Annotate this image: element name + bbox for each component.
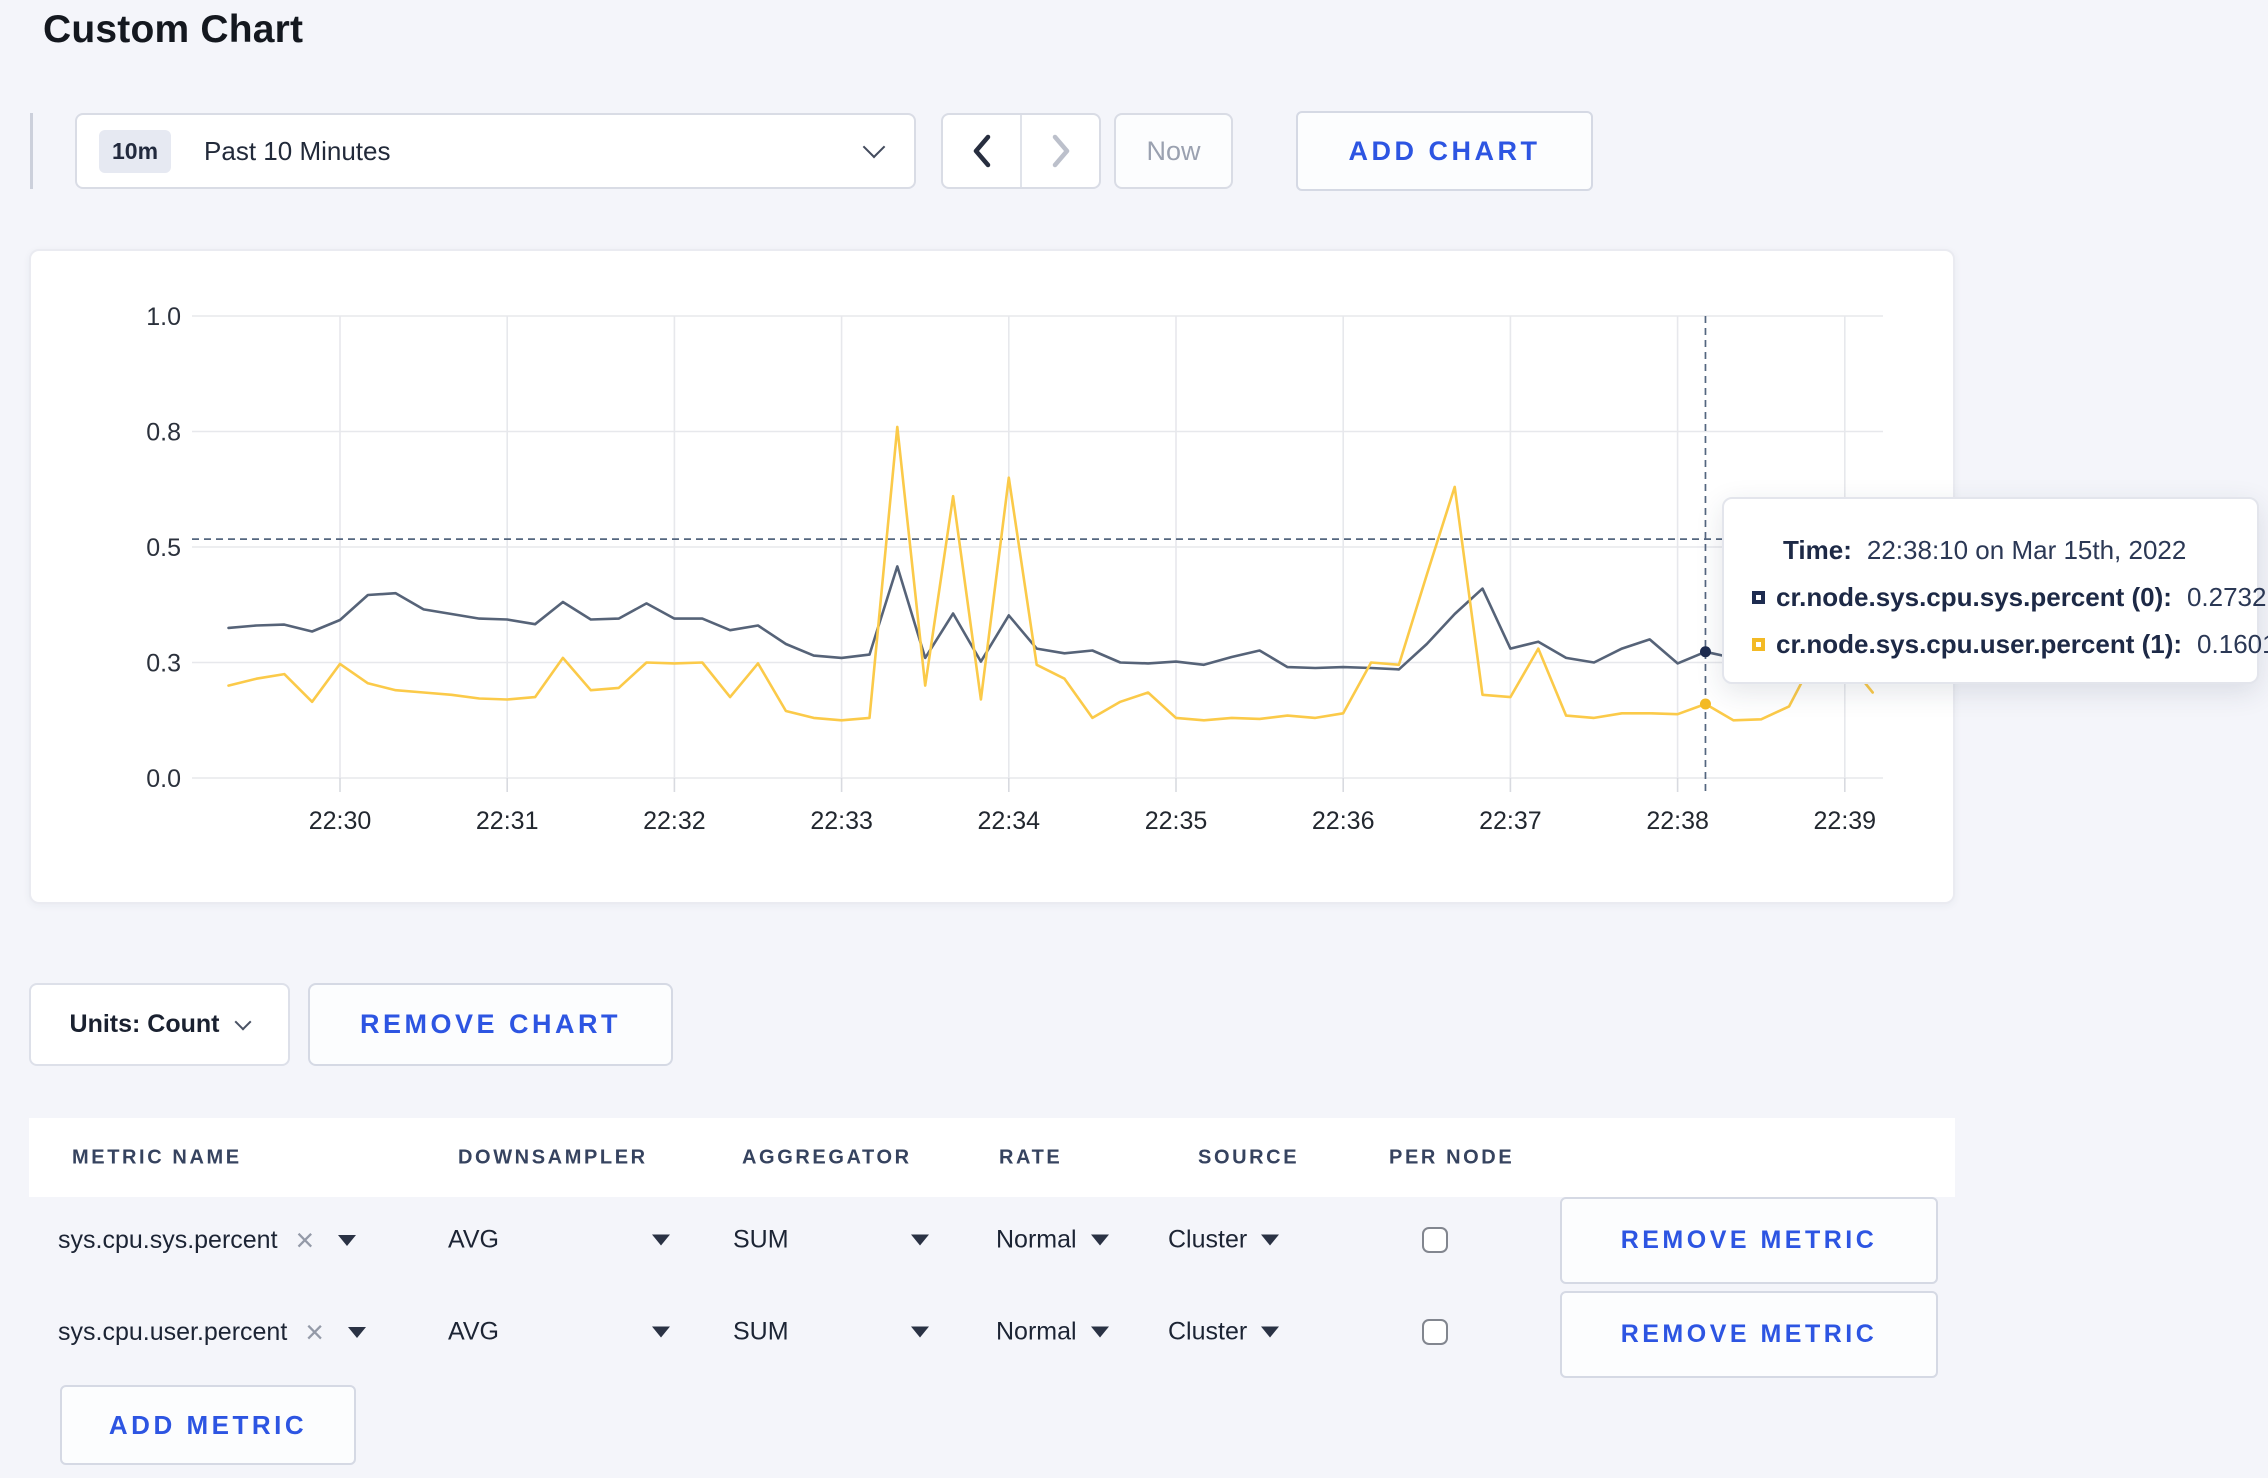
svg-text:22:36: 22:36 — [1312, 807, 1375, 835]
column-header-aggregator: AGGREGATOR — [742, 1146, 912, 1168]
metric-row: sys.cpu.user.percent × AVG SUM Normal Cluster — [0, 1304, 2268, 1360]
downsampler-caret[interactable] — [652, 1234, 670, 1246]
caret-down-icon — [1261, 1326, 1280, 1338]
metric-row: sys.cpu.sys.percent × AVG SUM Normal Cluster — [0, 1212, 2268, 1268]
tooltip-time-value: 22:38:10 on Mar 15th, 2022 — [1866, 535, 2187, 565]
metric-name-select[interactable]: sys.cpu.user.percent × — [58, 1316, 366, 1348]
downsampler-select[interactable]: AVG — [448, 1226, 499, 1255]
downsampler-select[interactable]: AVG — [448, 1318, 499, 1347]
caret-down-icon — [1090, 1234, 1109, 1246]
downsampler-value: AVG — [448, 1225, 499, 1254]
tooltip-time-row: Time: 22:38:10 on Mar 15th, 2022 — [1783, 535, 2233, 566]
per-node-checkbox[interactable] — [1422, 1227, 1448, 1253]
rate-select[interactable]: Normal — [996, 1226, 1109, 1255]
source-select[interactable]: Cluster — [1168, 1317, 1280, 1347]
tooltip-series-row: cr.node.sys.cpu.sys.percent (0): 0.2732 — [1752, 582, 2266, 613]
svg-text:22:35: 22:35 — [1145, 807, 1208, 835]
remove-chart-button[interactable]: REMOVE CHART — [308, 983, 673, 1066]
chevron-left-icon — [973, 134, 990, 168]
clear-metric-x-icon[interactable]: × — [295, 1222, 315, 1258]
caret-down-icon — [1261, 1234, 1280, 1246]
time-nav-group — [941, 113, 1101, 189]
per-node-checkbox[interactable] — [1422, 1319, 1448, 1345]
units-label: Units: Count — [69, 1010, 220, 1038]
source-value: Cluster — [1168, 1317, 1248, 1346]
aggregator-value: SUM — [733, 1225, 789, 1254]
svg-text:1.0: 1.0 — [146, 303, 181, 331]
column-header-rate: RATE — [999, 1146, 1063, 1168]
svg-text:0.5: 0.5 — [146, 534, 181, 562]
series-swatch-icon — [1752, 638, 1765, 651]
now-button[interactable]: Now — [1114, 113, 1233, 189]
downsampler-caret[interactable] — [652, 1326, 670, 1338]
units-dropdown[interactable]: Units: Count — [29, 983, 290, 1066]
tooltip-series-label: cr.node.sys.cpu.sys.percent (0): — [1776, 582, 2172, 612]
svg-text:22:39: 22:39 — [1814, 807, 1877, 835]
caret-down-icon — [911, 1234, 929, 1246]
page-title: Custom Chart — [43, 8, 304, 51]
metric-name-select[interactable]: sys.cpu.sys.percent × — [58, 1222, 357, 1258]
aggregator-caret[interactable] — [911, 1234, 929, 1246]
aggregator-caret[interactable] — [911, 1326, 929, 1338]
svg-text:22:32: 22:32 — [643, 807, 706, 835]
aggregator-select[interactable]: SUM — [733, 1318, 789, 1347]
svg-text:22:31: 22:31 — [476, 807, 539, 835]
source-value: Cluster — [1168, 1225, 1248, 1254]
column-header-downsampler: DOWNSAMPLER — [458, 1146, 648, 1168]
rate-value: Normal — [996, 1317, 1077, 1346]
tooltip-series-value: 0.2732 — [2186, 582, 2267, 612]
chart-card: 0.0 0.3 0.5 0.8 1.0 22:30 22:31 22:32 22:33 22:34… — [29, 249, 1955, 904]
svg-text:22:38: 22:38 — [1646, 807, 1709, 835]
svg-text:0.8: 0.8 — [146, 419, 181, 447]
tooltip-time-key: Time: — [1783, 535, 1852, 565]
metric-name-value: sys.cpu.user.percent — [58, 1317, 288, 1346]
toolbar-divider — [30, 113, 33, 189]
time-range-badge: 10m — [99, 129, 172, 173]
add-chart-button[interactable]: ADD CHART — [1296, 111, 1593, 191]
column-header-metric-name: METRIC NAME — [72, 1146, 242, 1168]
tooltip-series-row: cr.node.sys.cpu.user.percent (1): 0.1601 — [1752, 629, 2268, 660]
aggregator-value: SUM — [733, 1317, 789, 1346]
column-header-per-node: PER NODE — [1389, 1146, 1515, 1168]
metric-name-value: sys.cpu.sys.percent — [58, 1225, 278, 1254]
remove-metric-button[interactable]: REMOVE METRIC — [1560, 1291, 1938, 1378]
remove-metric-button[interactable]: REMOVE METRIC — [1560, 1197, 1938, 1284]
tooltip-series-label: cr.node.sys.cpu.user.percent (1): — [1776, 629, 2183, 659]
svg-text:0.3: 0.3 — [146, 650, 181, 678]
caret-down-icon — [1090, 1326, 1109, 1338]
time-next-button[interactable] — [1022, 115, 1099, 187]
chart-tooltip: Time: 22:38:10 on Mar 15th, 2022 cr.node.… — [1722, 497, 2268, 684]
aggregator-select[interactable]: SUM — [733, 1226, 789, 1255]
caret-down-icon — [347, 1326, 366, 1338]
time-range-label: Past 10 Minutes — [204, 135, 391, 166]
chevron-right-icon — [1052, 134, 1069, 168]
chevron-down-icon — [862, 135, 886, 159]
caret-down-icon — [911, 1326, 929, 1338]
svg-text:22:37: 22:37 — [1479, 807, 1542, 835]
source-select[interactable]: Cluster — [1168, 1225, 1280, 1255]
time-prev-button[interactable] — [943, 115, 1022, 187]
tooltip-series-value: 0.1601 — [2197, 629, 2268, 659]
caret-down-icon — [338, 1234, 357, 1246]
column-header-source: SOURCE — [1198, 1146, 1300, 1168]
rate-select[interactable]: Normal — [996, 1318, 1109, 1347]
rate-value: Normal — [996, 1225, 1077, 1254]
metrics-table-header: METRIC NAME DOWNSAMPLER AGGREGATOR RATE … — [29, 1118, 1955, 1197]
line-chart[interactable]: 0.0 0.3 0.5 0.8 1.0 22:30 22:31 22:32 22:33 22:34… — [29, 249, 1955, 904]
svg-text:22:34: 22:34 — [978, 807, 1041, 835]
time-range-dropdown[interactable]: 10m Past 10 Minutes — [75, 113, 916, 189]
svg-text:22:30: 22:30 — [309, 807, 372, 835]
add-metric-button[interactable]: ADD METRIC — [60, 1385, 356, 1465]
caret-down-icon — [652, 1326, 670, 1338]
svg-text:22:33: 22:33 — [810, 807, 873, 835]
downsampler-value: AVG — [448, 1317, 499, 1346]
clear-metric-x-icon[interactable]: × — [305, 1314, 324, 1350]
chevron-down-icon — [234, 1013, 252, 1030]
caret-down-icon — [652, 1234, 670, 1246]
series-swatch-icon — [1752, 591, 1765, 604]
svg-text:0.0: 0.0 — [146, 765, 181, 793]
